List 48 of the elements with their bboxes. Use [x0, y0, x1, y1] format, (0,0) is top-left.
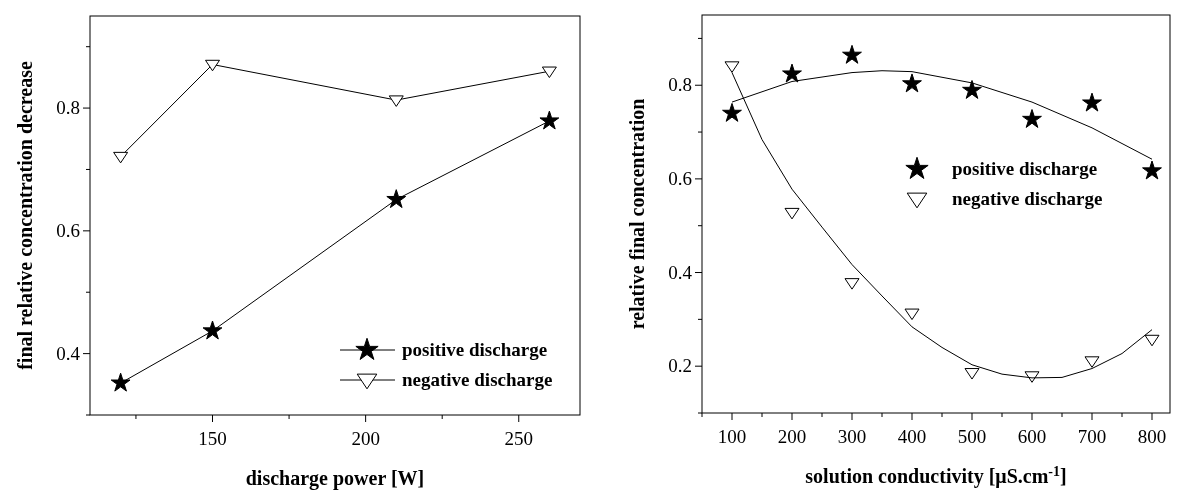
- x-tick-label: 200: [351, 428, 380, 449]
- point: [962, 79, 982, 99]
- point: [964, 368, 980, 380]
- y-tick-label: 0.6: [56, 219, 80, 241]
- legend-label: negative discharge: [402, 369, 553, 390]
- y-tick-label: 0.8: [56, 97, 80, 119]
- y-tick-label: 0.4: [56, 342, 81, 364]
- y-tick-label: 0.8: [668, 74, 692, 96]
- point: [113, 151, 129, 164]
- legend-label: positive discharge: [952, 158, 1098, 179]
- point: [110, 372, 131, 392]
- y-tick-label: 0.6: [668, 167, 692, 189]
- point: [539, 110, 560, 130]
- x-tick-label: 300: [837, 426, 867, 447]
- y-axis-title: final relative concentration decrease: [14, 61, 36, 370]
- y-tick-label: 0.2: [668, 355, 692, 377]
- point: [784, 207, 800, 220]
- x-axis-title: discharge power [W]: [245, 467, 425, 490]
- point: [388, 95, 404, 107]
- point: [1144, 334, 1160, 347]
- point: [541, 66, 557, 79]
- x-tick-label: 700: [1077, 426, 1107, 447]
- x-tick-label: 600: [1017, 426, 1047, 447]
- point: [722, 102, 742, 122]
- point: [1142, 160, 1162, 180]
- y-tick-label: 0.4: [668, 261, 693, 283]
- y-axis-title: relative final concentration: [626, 98, 648, 330]
- point: [1084, 356, 1100, 368]
- point: [202, 320, 223, 340]
- point: [386, 189, 407, 209]
- point: [205, 59, 220, 72]
- x-tick-label: 800: [1137, 426, 1167, 447]
- x-tick-label: 400: [897, 426, 927, 447]
- legend-label: positive discharge: [402, 339, 548, 360]
- point: [842, 44, 862, 64]
- point: [904, 308, 920, 321]
- x-tick-label: 500: [957, 426, 987, 447]
- point: [844, 278, 860, 290]
- x-tick-label: 150: [198, 428, 227, 449]
- x-tick-label: 200: [777, 426, 807, 447]
- point: [782, 63, 802, 83]
- point: [902, 73, 922, 93]
- x-tick-label: 250: [504, 428, 533, 449]
- point: [1022, 109, 1042, 128]
- point: [1082, 92, 1102, 112]
- x-axis-title: solution conductivity [μS.cm$^{-1}$]: [805, 463, 1067, 488]
- legend-label: negative discharge: [952, 188, 1103, 209]
- x-tick-label: 100: [717, 426, 747, 447]
